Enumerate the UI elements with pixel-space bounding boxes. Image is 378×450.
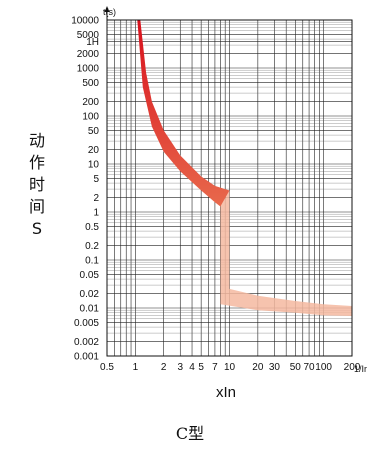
y-tick-label: 0.002 bbox=[74, 337, 99, 348]
x-tick-label: 1 bbox=[133, 362, 139, 373]
plot-frame bbox=[106, 19, 353, 357]
y-tick-label: 10000 bbox=[71, 16, 99, 27]
x-tick-label: 20 bbox=[252, 362, 264, 373]
x-tick-label: 50 bbox=[290, 362, 302, 373]
x-axis-title: xIn bbox=[215, 384, 236, 401]
y-tick-label: 0.01 bbox=[80, 304, 100, 315]
y-tick-label: 0.1 bbox=[85, 256, 99, 267]
x-tick-label: 70 bbox=[304, 362, 316, 373]
y-tick-label: 5000 bbox=[77, 30, 100, 41]
y-unit-label: t(s) bbox=[103, 7, 116, 17]
y-tick-label: 0.2 bbox=[85, 241, 99, 252]
x-tick-label: 30 bbox=[269, 362, 281, 373]
y-tick-label: 2 bbox=[93, 193, 99, 204]
x-tick-label: 200 bbox=[344, 362, 361, 373]
y-axis-title: 动 作 时 间 S bbox=[26, 130, 48, 240]
chart-caption: C型 bbox=[175, 424, 205, 443]
x-unit-label: 1/Ir bbox=[354, 364, 367, 374]
y-tick-label: 0.001 bbox=[74, 352, 99, 363]
y-tick-label: 100 bbox=[82, 112, 99, 123]
x-tick-label: 5 bbox=[198, 362, 204, 373]
y-tick-label: 0.005 bbox=[74, 318, 99, 329]
y-tick-label: 1 bbox=[93, 208, 99, 219]
y-title-char: S bbox=[31, 219, 43, 238]
x-tick-label: 3 bbox=[177, 362, 183, 373]
x-tick-label: 100 bbox=[315, 362, 332, 373]
y-title-char: 时 bbox=[28, 175, 45, 194]
y-tick-label: 5 bbox=[93, 174, 99, 185]
y-tick-label: 500 bbox=[82, 78, 99, 89]
thermal-trip-band bbox=[137, 20, 230, 207]
y-title-char: 间 bbox=[28, 197, 45, 216]
y-tick-label: 2000 bbox=[77, 49, 100, 60]
y-tick-label: 20 bbox=[88, 145, 100, 156]
y-tick-label: 200 bbox=[82, 97, 99, 108]
x-tick-labels: 0.5 1 2 3 4 5 7 10 20 30 50 70 100 200 bbox=[100, 362, 361, 373]
instantaneous-trip-band bbox=[220, 190, 352, 316]
x-tick-label: 4 bbox=[189, 362, 195, 373]
y-title-char: 作 bbox=[28, 153, 45, 172]
chart-frame bbox=[104, 6, 353, 357]
chart-bands bbox=[137, 20, 352, 316]
x-tick-label: 7 bbox=[212, 362, 218, 373]
y-tick-label: 1000 bbox=[77, 64, 100, 75]
y-title-char: 动 bbox=[28, 131, 45, 150]
x-tick-label: 0.5 bbox=[100, 362, 114, 373]
y-tick-label: 10 bbox=[88, 160, 100, 171]
y-tick-label: 50 bbox=[88, 126, 100, 137]
x-tick-label: 2 bbox=[161, 362, 167, 373]
y-tick-label: 0.5 bbox=[85, 222, 99, 233]
y-tick-label: 0.05 bbox=[80, 270, 100, 281]
y-axis-arrowhead bbox=[104, 6, 110, 12]
y-tick-label: 1H bbox=[86, 37, 99, 48]
y-tick-label: 0.02 bbox=[80, 289, 100, 300]
x-tick-label: 10 bbox=[224, 362, 236, 373]
